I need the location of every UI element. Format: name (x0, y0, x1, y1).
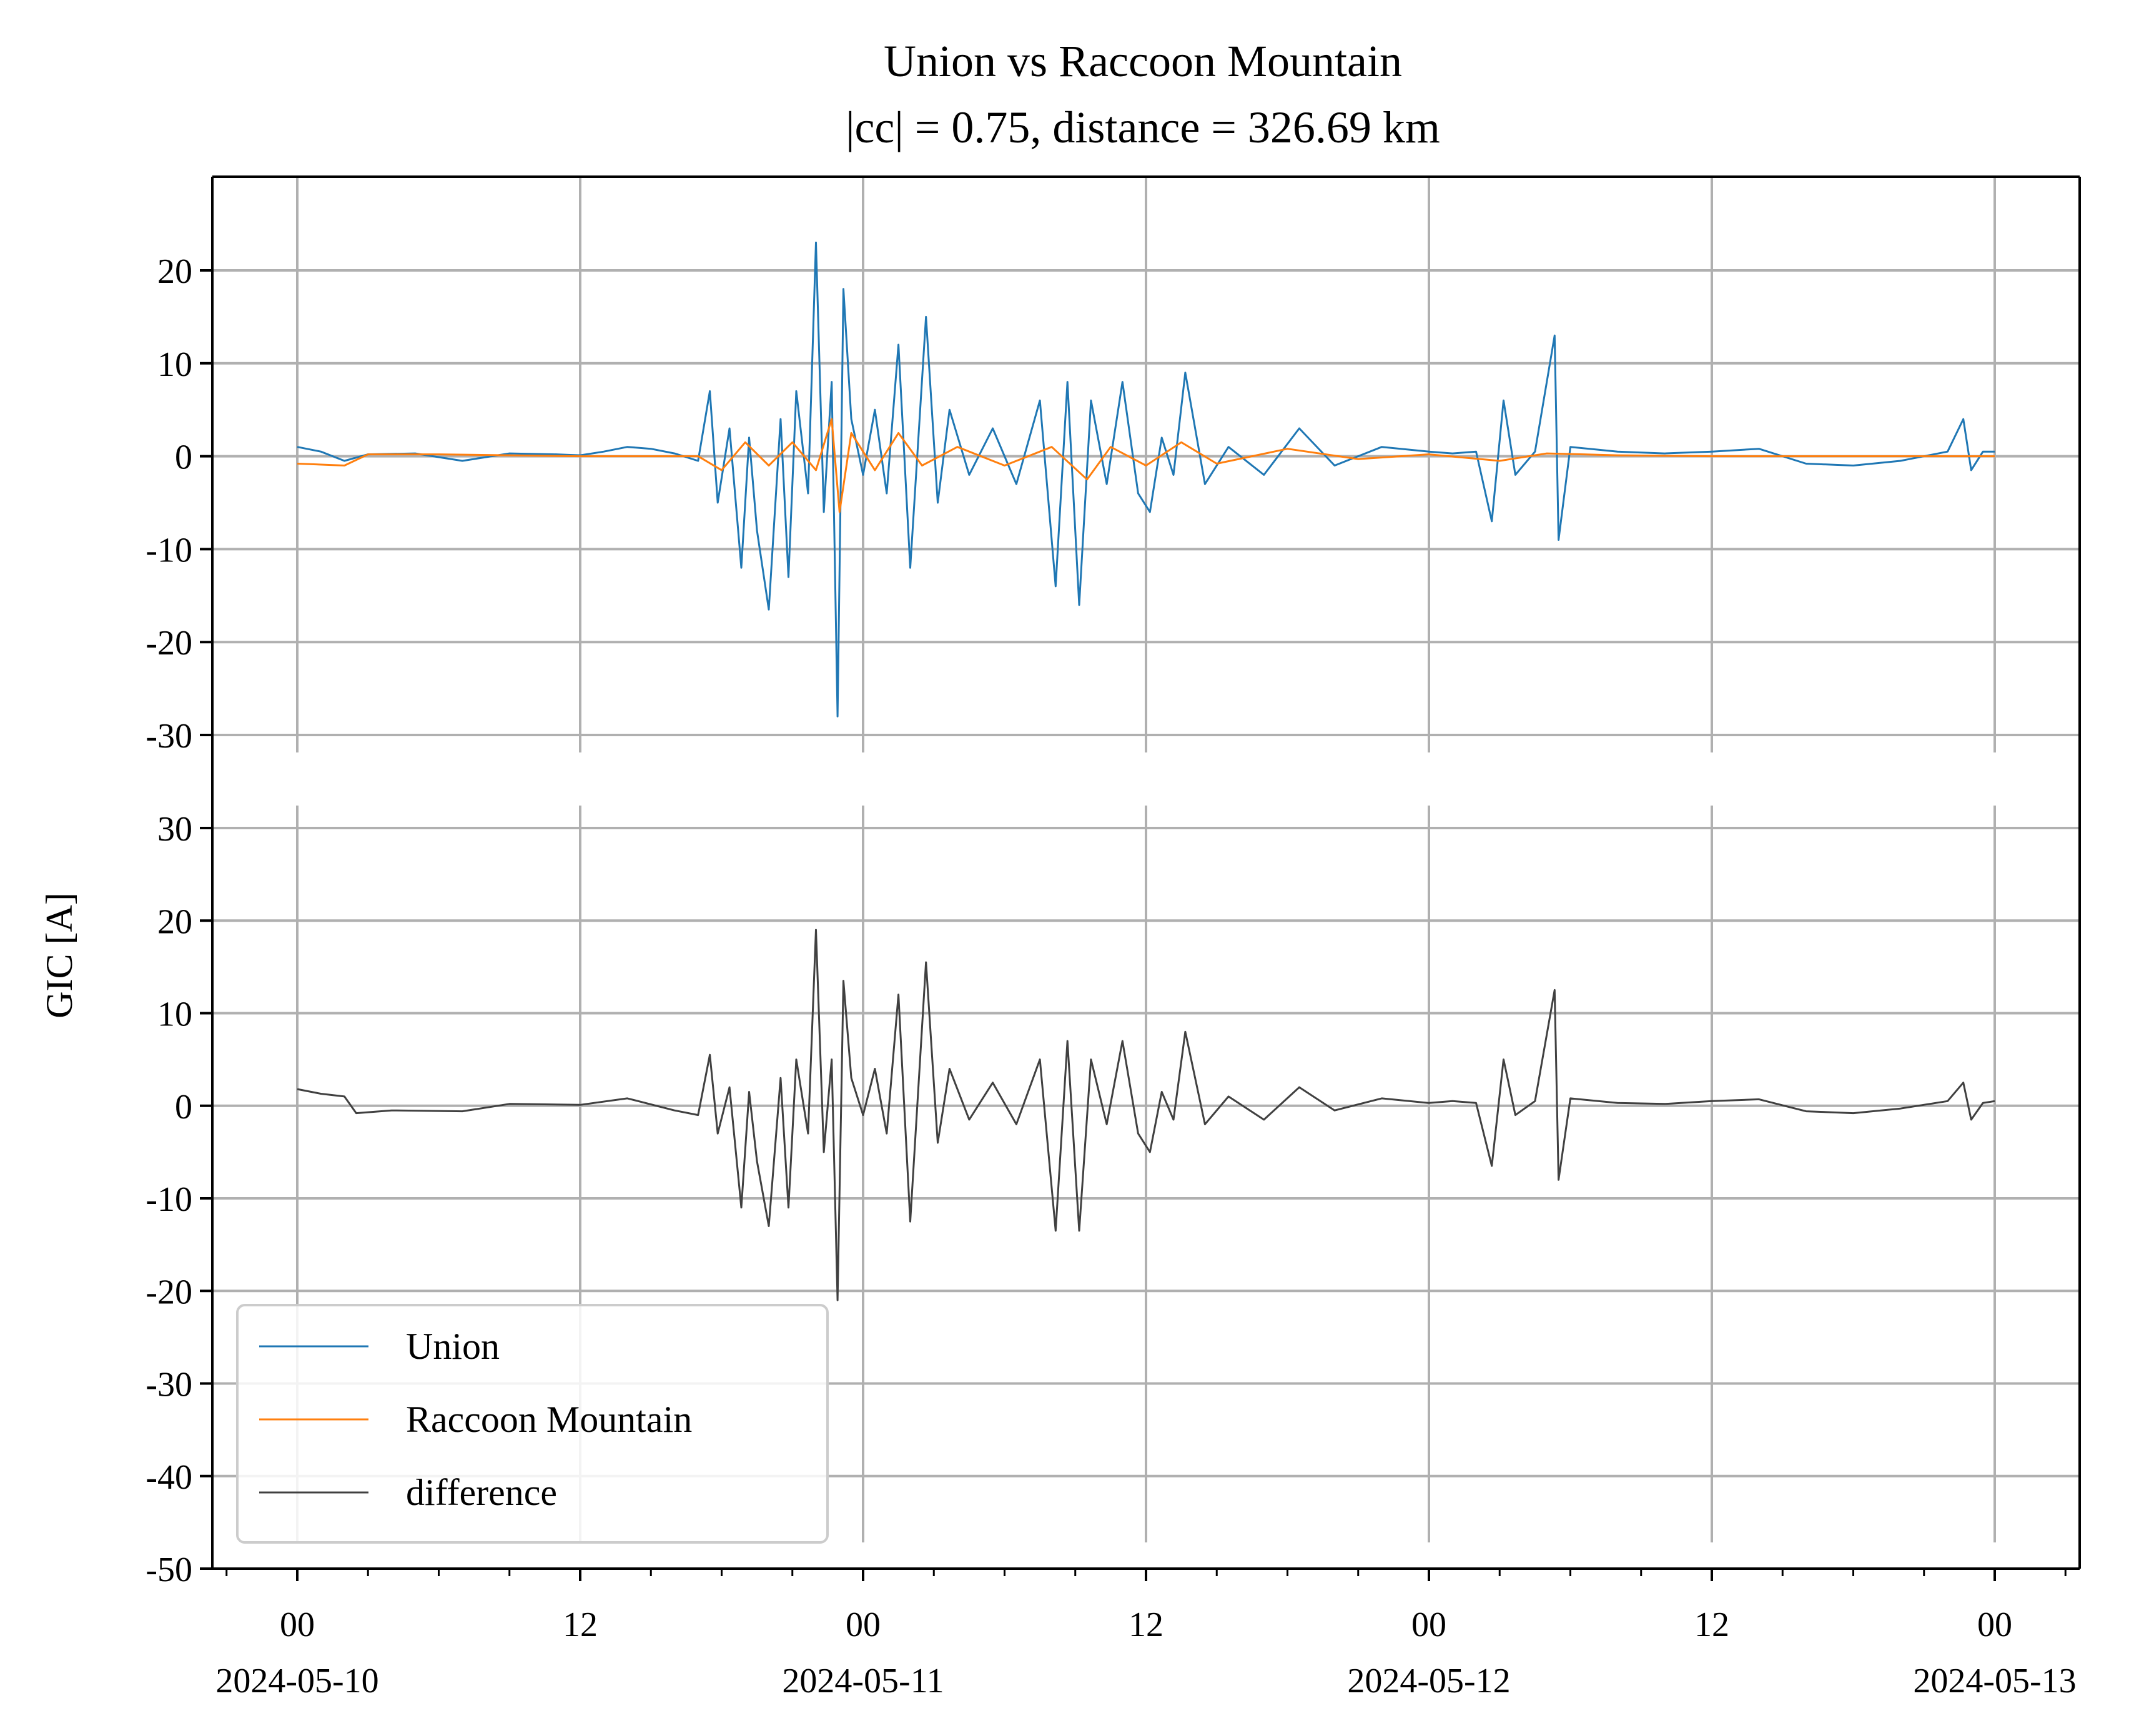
bottom-ytick-label: 10 (157, 995, 192, 1034)
top-ytick-label: -20 (146, 624, 192, 663)
bottom-ytick-label: -10 (146, 1180, 192, 1219)
bottom-panel-lines (297, 929, 1995, 1301)
xtick-label: 12 (1694, 1605, 1729, 1644)
bottom-ytick-label: -30 (146, 1366, 192, 1404)
series-line-raccoon-mountain (297, 418, 1995, 513)
bottom-ytick-label: 20 (157, 902, 192, 941)
xtick-label: 12 (1129, 1605, 1163, 1644)
xtick-date-label: 2024-05-10 (215, 1662, 378, 1700)
chart-subtitle: |cc| = 0.75, distance = 326.69 km (846, 102, 1440, 152)
xtick-label: 00 (1411, 1605, 1446, 1644)
chart-title: Union vs Raccoon Mountain (884, 36, 1402, 86)
bottom-panel: 30 20 10 0 -10 -20 -30 -40 -50 00 2024-05-10 12 00 2… (146, 806, 2080, 1700)
bottom-ytick-label: -50 (146, 1551, 192, 1589)
xtick-label: 00 (280, 1605, 315, 1644)
series-line-difference (297, 929, 1995, 1301)
legend-box (236, 1304, 829, 1544)
top-ytick-label: -30 (146, 717, 192, 756)
bottom-ytick-label: -40 (146, 1458, 192, 1497)
top-ytick-label: 10 (157, 345, 192, 384)
legend: Union Raccoon Mountain difference (236, 1304, 829, 1544)
x-axis-ticks: 00 2024-05-10 12 00 2024-05-11 12 00 2024-05-12… (215, 1569, 2077, 1700)
xtick-date-label: 2024-05-11 (782, 1662, 944, 1700)
xtick-label: 00 (1977, 1605, 2012, 1644)
bottom-ytick-label: 0 (175, 1088, 192, 1127)
xtick-label: 12 (563, 1605, 598, 1644)
y-axis-label: GIC [A] (39, 892, 80, 1018)
top-panel-lines (297, 241, 1995, 718)
axes-frames (211, 175, 2081, 1570)
legend-label-raccoon-mountain: Raccoon Mountain (406, 1399, 692, 1440)
bottom-panel-y-ticks: 30 20 10 0 -10 -20 -30 -40 -50 (146, 810, 212, 1589)
xtick-date-label: 2024-05-13 (1913, 1662, 2076, 1700)
legend-label-union: Union (406, 1326, 500, 1367)
xtick-label: 00 (846, 1605, 881, 1644)
bottom-ytick-label: 30 (157, 810, 192, 849)
top-ytick-label: -10 (146, 531, 192, 570)
bottom-ytick-label: -20 (146, 1273, 192, 1311)
series-line-union (297, 241, 1995, 718)
top-panel-y-ticks: 20 10 0 -10 -20 -30 (146, 252, 212, 756)
top-ytick-label: 20 (157, 252, 192, 291)
xtick-date-label: 2024-05-12 (1347, 1662, 1510, 1700)
legend-label-difference: difference (406, 1472, 557, 1513)
top-ytick-label: 0 (175, 438, 192, 477)
top-panel: 20 10 0 -10 -20 -30 (146, 177, 2080, 756)
